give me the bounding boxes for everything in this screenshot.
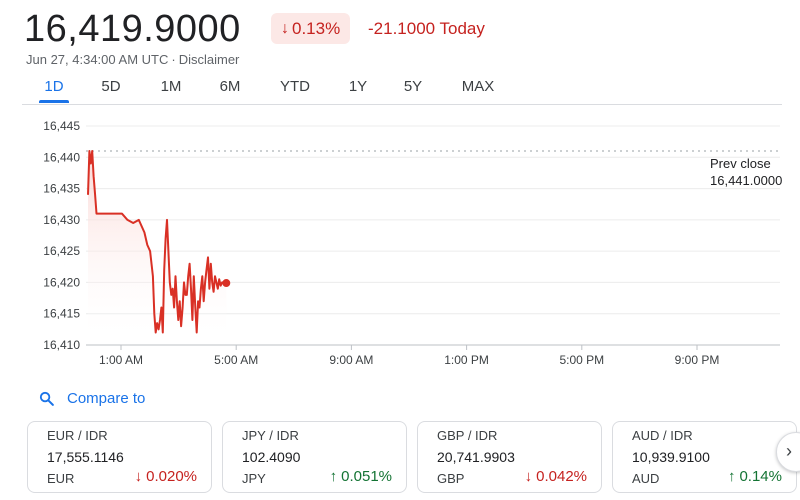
y-tick-label: 16,425 (43, 244, 80, 258)
arrow-down-icon: ↓ (281, 19, 289, 37)
compare-to-label: Compare to (67, 390, 146, 407)
price-line (87, 150, 227, 334)
pair-card-aud-idr[interactable]: AUD / IDR 10,939.9100 AUD ↑ 0.14% (612, 421, 797, 493)
prev-close-label: Prev close (710, 156, 771, 171)
y-tick-label: 16,415 (43, 307, 80, 321)
active-tab-indicator (39, 100, 69, 103)
x-tick-label: 9:00 PM (675, 353, 720, 367)
pair-name: AUD / IDR (632, 428, 693, 443)
y-tick-label: 16,410 (43, 338, 80, 352)
pair-code: AUD (632, 471, 660, 486)
y-tick-label: 16,445 (43, 119, 80, 133)
tab-ytd[interactable]: YTD (280, 78, 310, 95)
tabs-divider (22, 104, 782, 105)
arrow-down-icon: ↓ (134, 468, 143, 485)
arrow-up-icon: ↑ (727, 468, 736, 485)
change-percent: 0.13% (292, 18, 341, 38)
price-chart[interactable]: 16,445 16,440 16,435 16,430 16,425 16,420 16,4… (0, 110, 800, 380)
arrow-up-icon: ↑ (329, 468, 338, 485)
y-tick-label: 16,420 (43, 275, 80, 289)
pair-code: JPY (242, 471, 266, 486)
change-percent-badge: ↓ 0.13% (271, 13, 351, 44)
pair-change-value: 0.042% (536, 468, 587, 485)
pair-rate: 10,939.9100 (632, 449, 710, 465)
arrow-down-icon: ↓ (524, 468, 533, 485)
tab-6m[interactable]: 6M (219, 78, 241, 95)
price-area-fill (88, 151, 227, 345)
pair-change: ↓ 0.042% (525, 468, 587, 485)
pair-rate: 102.4090 (242, 449, 301, 465)
quote-timestamp: Jun 27, 4:34:00 AM UTC (26, 52, 169, 67)
pair-name: GBP / IDR (437, 428, 498, 443)
pair-card-gbp-idr[interactable]: GBP / IDR 20,741.9903 GBP ↓ 0.042% (417, 421, 602, 493)
current-price-dot (222, 279, 231, 288)
chevron-right-icon: › (786, 441, 792, 461)
x-tick-label: 5:00 PM (559, 353, 604, 367)
disclaimer-link[interactable]: Disclaimer (178, 52, 240, 67)
change-today: -21.1000 Today (368, 19, 485, 38)
y-tick-label: 16,440 (43, 150, 80, 164)
pair-change-value: 0.14% (739, 468, 782, 485)
x-tick-label: 1:00 PM (444, 353, 489, 367)
x-tick-label: 5:00 AM (214, 353, 258, 367)
x-tick-label: 9:00 AM (329, 353, 373, 367)
tab-1d[interactable]: 1D (44, 78, 64, 95)
pair-card-jpy-idr[interactable]: JPY / IDR 102.4090 JPY ↑ 0.051% (222, 421, 407, 493)
current-price: 16,419.9000 (24, 8, 241, 50)
pair-code: GBP (437, 471, 465, 486)
tab-max[interactable]: MAX (461, 78, 495, 95)
tab-1y[interactable]: 1Y (348, 78, 368, 95)
tab-1m[interactable]: 1M (160, 78, 182, 95)
tab-5y[interactable]: 5Y (403, 78, 423, 95)
pair-code: EUR (47, 471, 75, 486)
pair-rate: 20,741.9903 (437, 449, 515, 465)
pair-change: ↓ 0.020% (135, 468, 197, 485)
prev-close-value: 16,441.0000 (710, 173, 782, 188)
pair-change-value: 0.020% (146, 468, 197, 485)
pair-change-value: 0.051% (341, 468, 392, 485)
pair-name: EUR / IDR (47, 428, 108, 443)
y-tick-label: 16,430 (43, 213, 80, 227)
pair-change: ↑ 0.14% (728, 468, 782, 485)
pair-card-eur-idr[interactable]: EUR / IDR 17,555.1146 EUR ↓ 0.020% (27, 421, 212, 493)
quote-timestamp-line: Jun 27, 4:34:00 AM UTC · Disclaimer (26, 52, 239, 67)
pair-rate: 17,555.1146 (47, 449, 124, 465)
search-icon (39, 391, 54, 406)
tab-5d[interactable]: 5D (101, 78, 121, 95)
pair-name: JPY / IDR (242, 428, 299, 443)
separator-dot: · (171, 52, 176, 67)
compare-to-button[interactable]: Compare to (38, 390, 145, 407)
y-tick-label: 16,435 (43, 182, 80, 196)
x-tick-label: 1:00 AM (99, 353, 143, 367)
pair-change: ↑ 0.051% (330, 468, 392, 485)
